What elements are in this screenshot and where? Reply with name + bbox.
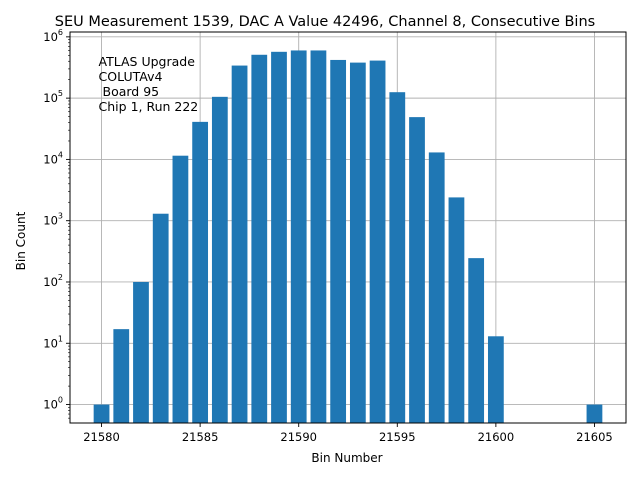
y-tick-label: 100 — [43, 396, 63, 412]
bar — [409, 117, 425, 423]
y-tick-label: 102 — [43, 273, 63, 289]
bar — [448, 197, 465, 423]
bar — [586, 404, 603, 423]
bar — [211, 96, 228, 424]
y-axis-ticks: 100 101 102 103 104 105 106 — [43, 28, 70, 419]
bar — [192, 121, 209, 424]
y-tick-label: 104 — [43, 150, 63, 166]
y-tick-label: 106 — [43, 28, 63, 44]
y-tick-label: 101 — [43, 334, 63, 350]
bar — [369, 60, 386, 424]
chart-title: SEU Measurement 1539, DAC A Value 42496,… — [55, 14, 595, 30]
x-axis-ticks: 21580 21585 21590 21595 21600 21605 — [83, 423, 613, 444]
bar — [330, 59, 347, 424]
bar — [310, 50, 327, 424]
bar — [231, 65, 248, 423]
plot-frame — [69, 31, 627, 424]
x-tick-label: 21600 — [478, 430, 515, 444]
bar — [389, 92, 406, 423]
bar — [113, 329, 130, 423]
x-tick-label: 21605 — [576, 430, 613, 444]
bar — [271, 51, 287, 423]
bar — [93, 404, 110, 423]
bar — [251, 54, 268, 423]
annotation-text: ATLAS Upgrade COLUTAv4 Board 95 Chip 1, Ru… — [99, 54, 199, 114]
bar — [468, 258, 485, 423]
bar — [428, 152, 445, 423]
x-tick-label: 21595 — [379, 430, 416, 444]
y-axis-label: Bin Count — [14, 211, 28, 270]
bar — [349, 62, 366, 423]
x-tick-label: 21580 — [83, 430, 120, 444]
bar — [172, 155, 189, 423]
y-tick-label: 103 — [43, 212, 63, 228]
bar — [152, 213, 169, 423]
x-tick-label: 21585 — [182, 430, 219, 444]
bar — [487, 336, 504, 423]
bars — [93, 50, 603, 424]
x-tick-label: 21590 — [280, 430, 317, 444]
grid-lines — [70, 32, 626, 423]
x-axis-label: Bin Number — [311, 451, 382, 465]
bar — [133, 281, 149, 423]
bar — [290, 50, 307, 424]
y-tick-label: 105 — [43, 89, 63, 105]
